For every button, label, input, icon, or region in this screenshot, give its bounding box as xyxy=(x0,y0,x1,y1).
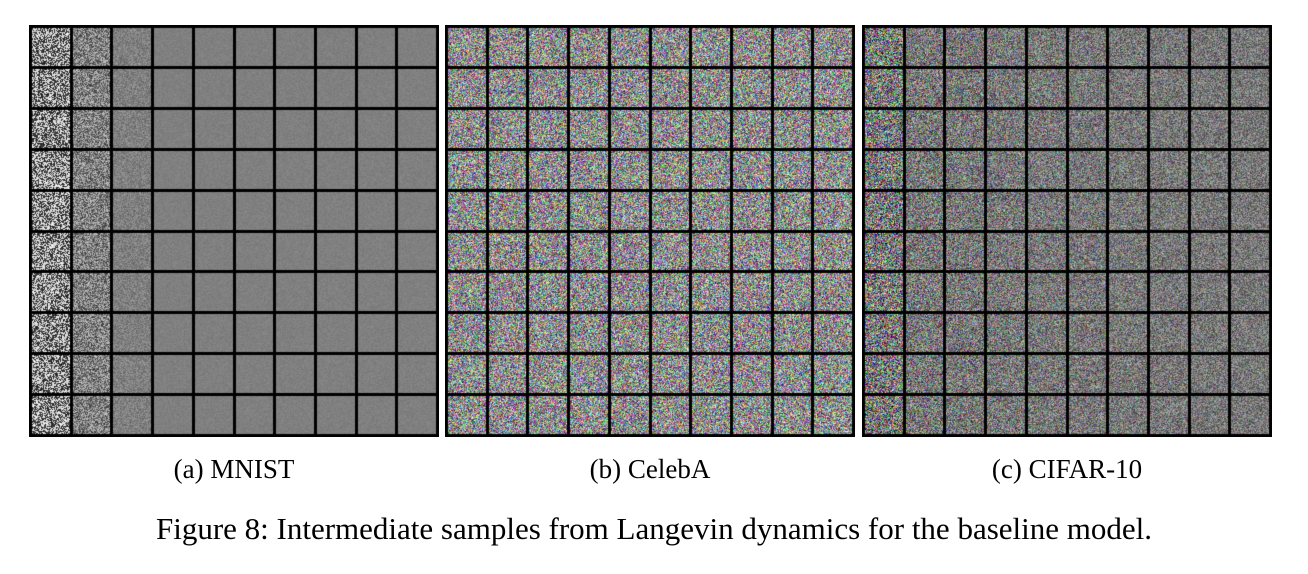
mnist-grid-image xyxy=(29,25,439,437)
figure-caption: Figure 8: Intermediate samples from Lang… xyxy=(155,511,1152,546)
celeba-grid-image xyxy=(445,25,855,437)
cifar10-sample-grid xyxy=(862,25,1272,437)
cifar10-grid-image xyxy=(862,25,1272,437)
celeba-sample-grid xyxy=(445,25,855,437)
subfigure-caption-mnist: (a) MNIST xyxy=(173,454,295,484)
subfigure-caption-cifar10: (c) CIFAR-10 xyxy=(991,454,1143,484)
subfigure-caption-celeba: (b) CelebA xyxy=(589,454,711,484)
mnist-sample-grid xyxy=(29,25,439,437)
